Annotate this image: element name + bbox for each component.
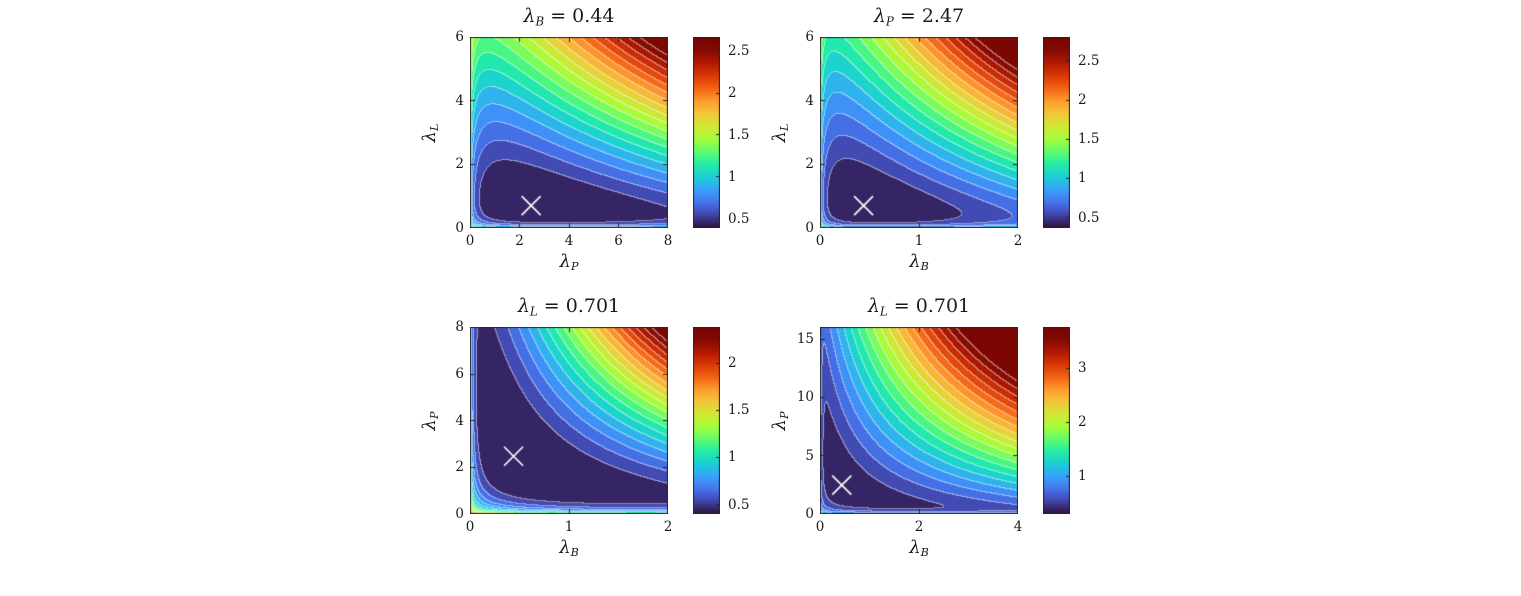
colorbar-tick-label: 1 — [728, 449, 737, 466]
colorbar-tick-label: 2 — [1078, 414, 1087, 431]
x-tick-label: 1 — [914, 233, 924, 249]
colorbar-tick-label: 0.5 — [728, 210, 750, 227]
contour-plot-canvas — [470, 327, 668, 514]
y-tick-label: 5 — [805, 447, 814, 464]
colorbar-canvas — [693, 327, 720, 514]
contour-plot-canvas — [820, 327, 1018, 514]
y-tick-label: 0 — [455, 506, 464, 522]
colorbar-tick-label: 2 — [728, 85, 737, 102]
y-tick-label: 6 — [805, 29, 814, 45]
x-axis-label: λB — [909, 251, 929, 274]
y-tick-label: 0 — [455, 220, 464, 236]
plot-title: λL = 0.701 — [867, 295, 971, 319]
colorbar-canvas — [1043, 37, 1070, 228]
x-tick-label: 4 — [564, 233, 574, 249]
x-tick-label: 1 — [564, 519, 574, 535]
plot-title: λL = 0.701 — [517, 295, 621, 319]
y-tick-label: 6 — [455, 29, 464, 45]
x-tick-label: 2 — [914, 519, 924, 535]
plot-title: λP = 2.47 — [873, 5, 965, 29]
colorbar-tick-label: 1.5 — [1078, 131, 1100, 148]
y-tick-label: 15 — [796, 330, 814, 347]
y-tick-label: 6 — [455, 365, 464, 382]
colorbar-tick-label: 3 — [1078, 359, 1087, 376]
lambda-symbol: λ — [517, 295, 530, 317]
lambda-symbol: λ — [867, 295, 880, 317]
y-tick-label: 2 — [455, 156, 464, 173]
x-tick-label: 2 — [515, 233, 524, 249]
y-tick-label: 10 — [796, 389, 814, 406]
y-tick-label: 2 — [455, 459, 464, 476]
colorbar-tick-label: 1 — [728, 168, 737, 185]
colorbar-tick-label: 2.5 — [728, 43, 750, 60]
colorbar-tick-label: 2 — [728, 354, 737, 371]
y-tick-label: 4 — [455, 92, 464, 109]
lambda-symbol: λ — [873, 5, 886, 27]
colorbar-tick-label: 1 — [1078, 468, 1087, 485]
colorbar-tick-label: 0.5 — [728, 496, 750, 513]
lambda-symbol: λ — [523, 5, 536, 27]
y-tick-label: 8 — [455, 319, 464, 335]
x-axis-label: λP — [559, 251, 579, 274]
x-tick-label: 6 — [614, 233, 623, 249]
x-axis-label: λB — [559, 537, 579, 560]
y-tick-label: 2 — [805, 156, 814, 173]
colorbar-tick-label: 2 — [1078, 91, 1087, 108]
y-tick-label: 0 — [805, 506, 814, 522]
colorbar-canvas — [1043, 327, 1070, 514]
colorbar-tick-label: 1 — [1078, 170, 1087, 187]
colorbar-tick-label: 0.5 — [1078, 209, 1100, 226]
colorbar-tick-label: 1.5 — [728, 402, 750, 419]
contour-plot-canvas — [470, 37, 668, 228]
colorbar-tick-label: 1.5 — [728, 127, 750, 143]
y-tick-label: 0 — [805, 220, 814, 236]
x-tick-label: 4 — [1013, 519, 1023, 535]
y-tick-label: 4 — [455, 412, 464, 429]
x-tick-label: 2 — [1013, 233, 1023, 249]
x-tick-label: 8 — [663, 233, 673, 249]
x-tick-label: 0 — [815, 233, 825, 249]
contour-plot-canvas — [820, 37, 1018, 228]
x-tick-label: 0 — [465, 519, 475, 535]
x-tick-label: 0 — [465, 233, 475, 249]
plot-title: λB = 0.44 — [523, 5, 615, 29]
colorbar-canvas — [693, 37, 720, 228]
x-axis-label: λB — [909, 537, 929, 560]
colorbar-tick-label: 2.5 — [1078, 52, 1100, 69]
x-tick-label: 0 — [815, 519, 825, 535]
x-tick-label: 2 — [663, 519, 673, 535]
y-tick-label: 4 — [805, 92, 814, 109]
